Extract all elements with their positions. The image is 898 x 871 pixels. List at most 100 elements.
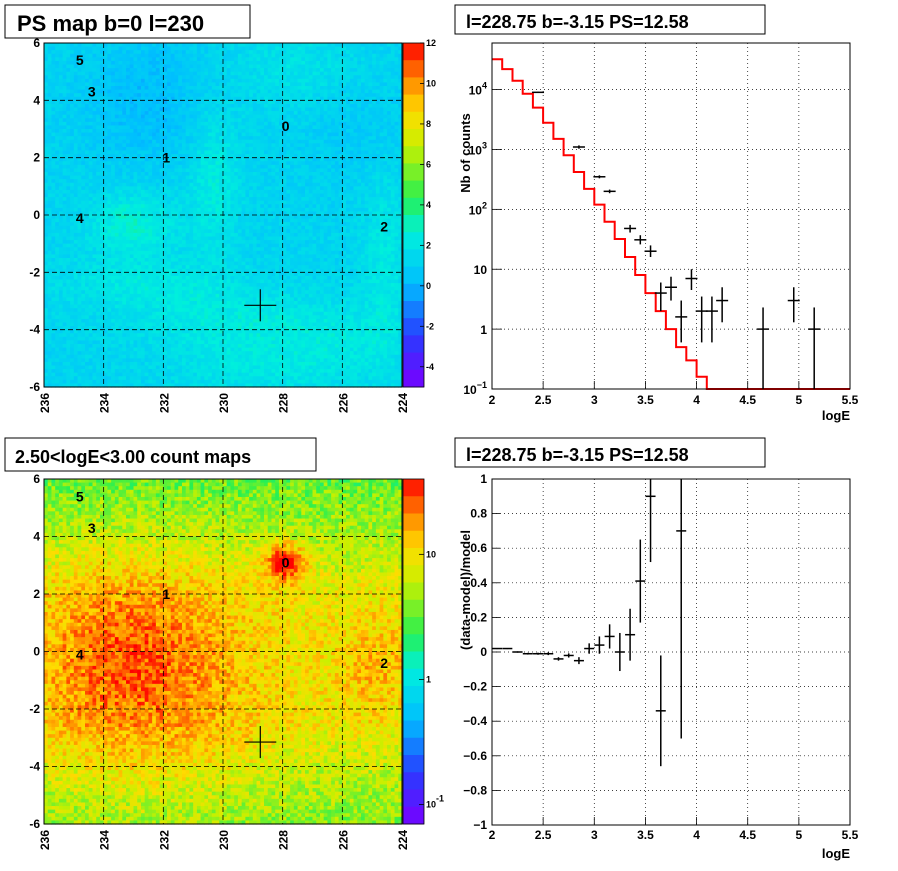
y-tick-label: -2 xyxy=(29,702,40,716)
y-tick-label: -2 xyxy=(29,265,40,279)
x-tick-label: 4.5 xyxy=(739,828,756,842)
colorbar-tick-label: -2 xyxy=(426,321,434,331)
y-tick-label: −0.2 xyxy=(463,680,487,694)
y-tick-label: 104 xyxy=(469,81,487,98)
colorbar-step xyxy=(403,772,424,790)
colorbar-step xyxy=(403,513,424,532)
ps-map-title-box xyxy=(4,4,251,39)
y-tick-label: 0.6 xyxy=(470,541,487,555)
spectrum-title-box xyxy=(454,4,766,35)
colorbar-tick-label: 10 xyxy=(426,549,436,559)
y-tick-label: -4 xyxy=(29,760,40,774)
colorbar-tick-label: 2 xyxy=(426,240,431,250)
colorbar-step xyxy=(403,60,424,78)
residuals-grid xyxy=(491,478,851,826)
colorbar-step xyxy=(403,737,424,756)
colorbar-step xyxy=(403,599,424,618)
ps-map-heatmap xyxy=(44,43,403,388)
source-label: 3 xyxy=(88,84,96,100)
source-label: 1 xyxy=(162,586,170,602)
colorbar-step xyxy=(403,43,424,61)
colorbar-step xyxy=(403,232,424,250)
spectrum-x-label: logE xyxy=(822,408,850,423)
ps-map-title: PS map b=0 l=230 xyxy=(17,11,204,36)
source-label: 0 xyxy=(282,554,290,570)
colorbar-step xyxy=(403,215,424,233)
source-label: 3 xyxy=(88,520,96,536)
y-tick-label: 6 xyxy=(33,36,40,50)
x-tick-label: 228 xyxy=(277,830,291,850)
colorbar-step xyxy=(403,180,424,199)
spectrum-grid xyxy=(491,43,851,390)
y-tick-label: −0.4 xyxy=(463,714,487,728)
model-histogram xyxy=(492,58,850,390)
source-label: 4 xyxy=(76,210,84,226)
colorbar-step xyxy=(403,301,424,319)
source-label: 2 xyxy=(380,218,388,234)
x-tick-label: 4 xyxy=(693,393,700,407)
colorbar-step xyxy=(403,283,424,302)
x-tick-label: 232 xyxy=(157,830,171,850)
x-tick-label: 236 xyxy=(38,830,52,850)
source-label: 1 xyxy=(162,150,170,166)
y-tick-label: 1 xyxy=(480,472,487,486)
colorbar-frame xyxy=(402,42,425,388)
colorbar-step xyxy=(403,352,424,371)
ps-map-sources: 53 0 1 4 2 xyxy=(76,52,388,322)
count-map-colorbar: 10 1 10-1 xyxy=(402,478,444,825)
source-label: 5 xyxy=(76,52,84,68)
colorbar-step xyxy=(403,111,424,130)
x-tick-label: 232 xyxy=(157,393,171,413)
y-tick-label: 0.4 xyxy=(470,576,487,590)
x-tick-label: 5 xyxy=(796,828,803,842)
colorbar-step xyxy=(403,668,424,687)
colorbar-step xyxy=(403,651,424,670)
x-tick-label: 5.5 xyxy=(842,828,859,842)
y-tick-label: 10−1 xyxy=(463,380,487,397)
colorbar-step xyxy=(403,720,424,739)
y-tick-label: 0 xyxy=(33,645,40,659)
count-map-heatmap xyxy=(44,479,403,825)
colorbar-step xyxy=(403,266,424,285)
spectrum-x-ticks: 2 2.5 3 3.5 4 4.5 5 5.5 xyxy=(489,381,859,407)
count-map-sources: 53 0 1 4 2 xyxy=(76,488,388,759)
count-map-grid xyxy=(44,479,402,824)
ps-map-x-ticks: 236 234 232 230 228 226 224 xyxy=(38,393,410,413)
x-tick-label: 2 xyxy=(489,828,496,842)
colorbar-step xyxy=(403,806,424,825)
ps-map-colorbar: 12 10 8 6 4 2 0 -2 -4 xyxy=(402,38,436,388)
spectrum-frame xyxy=(491,42,851,390)
y-tick-label: 0 xyxy=(33,208,40,222)
colorbar-step xyxy=(403,479,424,497)
count-map-title: 2.50<logE<3.00 count maps xyxy=(15,447,251,467)
x-tick-label: 228 xyxy=(277,393,291,413)
residuals-x-ticks: 2 2.5 3 3.5 4 4.5 5 5.5 xyxy=(489,817,859,842)
colorbar-tick-label: 12 xyxy=(426,38,436,48)
colorbar-tick-label: 1 xyxy=(426,674,431,684)
x-tick-label: 3 xyxy=(591,828,598,842)
residuals-x-label: logE xyxy=(822,846,850,861)
residuals-title: l=228.75 b=-3.15 PS=12.58 xyxy=(466,445,689,465)
colorbar-step xyxy=(403,335,424,354)
x-tick-label: 4 xyxy=(693,828,700,842)
y-tick-label: 0.8 xyxy=(470,507,487,521)
colorbar-step xyxy=(403,703,424,721)
colorbar-step xyxy=(403,755,424,773)
y-tick-label: 2 xyxy=(33,587,40,601)
colorbar-step xyxy=(403,129,424,147)
spectrum-panel: l=228.75 b=-3.15 PS=12.58 2 2.5 3 3.5 4 4.5 5 5… xyxy=(454,4,859,423)
y-tick-label: 4 xyxy=(33,530,40,544)
y-tick-label: 0.2 xyxy=(470,610,487,624)
x-tick-label: 5.5 xyxy=(842,393,859,407)
residuals-plot xyxy=(492,479,687,767)
colorbar-frame xyxy=(402,478,425,825)
y-tick-label: −0.6 xyxy=(463,749,487,763)
colorbar-step xyxy=(403,496,424,514)
x-tick-label: 226 xyxy=(336,393,350,413)
y-tick-label: 6 xyxy=(33,472,40,486)
x-tick-label: 224 xyxy=(396,393,410,413)
ps-map-frame xyxy=(43,42,403,388)
